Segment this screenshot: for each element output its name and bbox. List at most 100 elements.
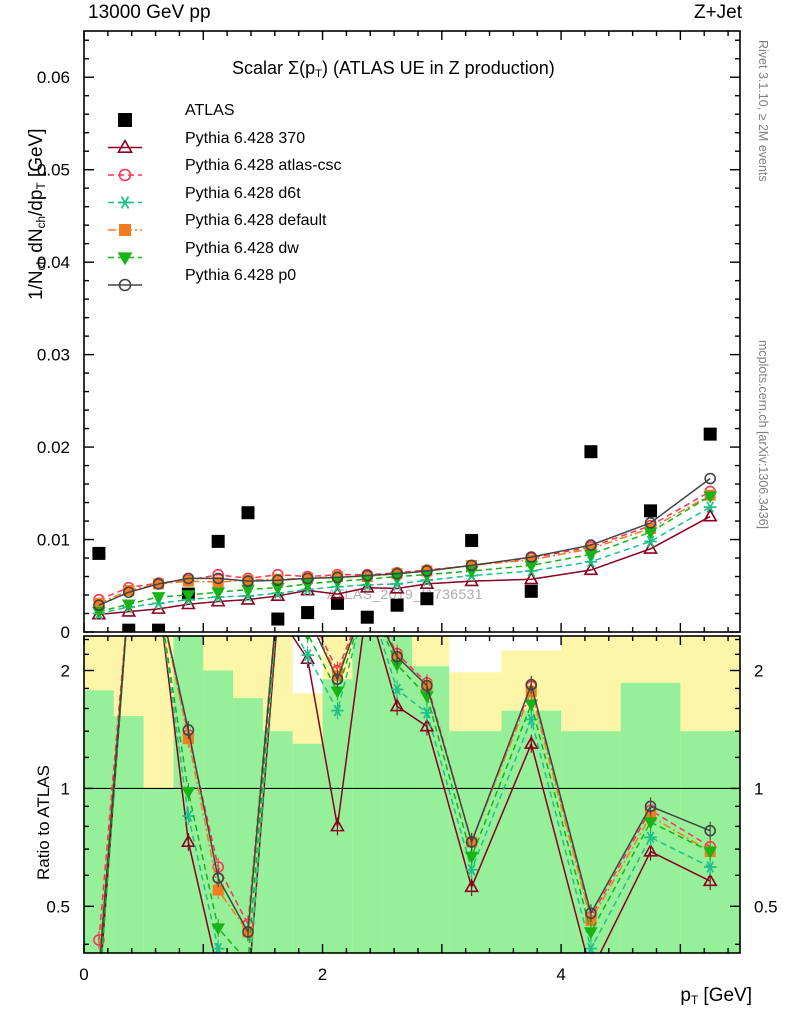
data-marker bbox=[420, 706, 434, 719]
xlabel-sub: T bbox=[690, 993, 699, 1007]
main-y-tick-label: 0.04 bbox=[37, 253, 70, 272]
ratio-series-4 bbox=[101, 636, 718, 953]
data-marker bbox=[391, 567, 403, 580]
data-marker bbox=[421, 565, 433, 577]
data-marker bbox=[93, 599, 105, 611]
ratio-y-tick-label-right: 1 bbox=[754, 779, 763, 798]
data-marker bbox=[703, 846, 718, 859]
ratio-y-tick-label-right: 0.5 bbox=[754, 897, 778, 916]
data-marker bbox=[525, 551, 538, 563]
ratio-panel-frame bbox=[83, 635, 741, 954]
data-marker bbox=[702, 508, 718, 522]
data-marker bbox=[420, 592, 434, 606]
band-green bbox=[412, 666, 450, 953]
band-yellow bbox=[113, 636, 144, 718]
data-marker bbox=[524, 584, 538, 598]
data-marker bbox=[330, 596, 344, 610]
data-marker bbox=[121, 599, 136, 612]
data-marker bbox=[301, 649, 314, 661]
data-marker bbox=[270, 582, 285, 595]
data-marker bbox=[181, 787, 196, 800]
data-marker bbox=[240, 591, 256, 605]
x-tick-label: 0 bbox=[79, 965, 88, 984]
data-marker bbox=[525, 678, 538, 691]
series-0 bbox=[92, 427, 717, 632]
data-marker bbox=[361, 569, 374, 582]
data-marker bbox=[391, 650, 403, 663]
data-marker bbox=[465, 863, 478, 876]
main-y-tick-label: 0.02 bbox=[37, 438, 70, 457]
x-axis-label: pT [GeV] bbox=[680, 985, 752, 1007]
data-marker bbox=[330, 818, 345, 832]
data-marker bbox=[703, 501, 717, 514]
legend-glyphs bbox=[108, 113, 142, 292]
main-y-tick-label: 0.01 bbox=[37, 531, 70, 550]
data-marker bbox=[644, 831, 657, 844]
data-marker bbox=[703, 427, 717, 441]
plot-title-sub: T bbox=[315, 67, 322, 80]
data-marker bbox=[212, 572, 224, 585]
data-marker bbox=[360, 610, 374, 624]
data-marker bbox=[118, 278, 132, 292]
data-marker bbox=[211, 587, 226, 600]
xlabel-part1: p bbox=[680, 985, 691, 1006]
ratio-series bbox=[93, 636, 718, 953]
plot-title-part2: ) (ATLAS UE in Z production) bbox=[321, 58, 555, 78]
legend-item-label-3: Pythia 6.428 d6t bbox=[185, 184, 301, 202]
data-marker bbox=[241, 506, 255, 520]
data-marker bbox=[585, 907, 597, 920]
band-green bbox=[84, 690, 114, 953]
main-y-tick-label: 0.06 bbox=[37, 68, 70, 87]
data-marker bbox=[212, 872, 224, 884]
data-marker bbox=[704, 824, 716, 837]
data-marker bbox=[390, 683, 404, 696]
data-marker bbox=[390, 578, 404, 590]
data-marker bbox=[92, 546, 106, 560]
legend-item-label-2: Pythia 6.428 atlas-csc bbox=[185, 157, 342, 174]
data-marker bbox=[270, 588, 286, 601]
band-green bbox=[203, 670, 234, 953]
plot-title-part1: Scalar Σ(p bbox=[232, 58, 316, 78]
ratio-series-2 bbox=[101, 636, 717, 953]
data-marker bbox=[117, 252, 133, 266]
data-marker bbox=[151, 592, 166, 605]
data-marker bbox=[702, 873, 718, 887]
data-marker bbox=[272, 574, 284, 587]
data-marker bbox=[703, 491, 718, 504]
data-marker bbox=[118, 113, 132, 127]
data-marker bbox=[643, 843, 658, 857]
x-tick-label: 4 bbox=[556, 965, 565, 984]
ratio-series-5 bbox=[99, 636, 716, 953]
data-marker bbox=[301, 606, 315, 620]
data-marker bbox=[644, 535, 657, 548]
legend-item-label-6: Pythia 6.428 p0 bbox=[185, 267, 297, 284]
data-marker bbox=[271, 612, 285, 626]
ratio-y-tick-label-right: 2 bbox=[754, 662, 763, 681]
legend-item-label-4: Pythia 6.428 default bbox=[185, 212, 327, 229]
data-marker bbox=[584, 927, 598, 940]
main-y-tick-label: 0.05 bbox=[37, 161, 70, 180]
data-marker bbox=[331, 673, 344, 686]
data-marker bbox=[182, 572, 195, 585]
data-marker bbox=[211, 942, 225, 953]
data-marker bbox=[584, 555, 598, 568]
data-marker bbox=[703, 861, 717, 873]
main-series bbox=[91, 427, 718, 632]
header-left: 13000 GeV pp bbox=[88, 2, 211, 23]
data-marker bbox=[118, 168, 132, 182]
legend-item-label-1: Pythia 6.428 370 bbox=[185, 129, 306, 147]
legend-item-label-0: ATLAS bbox=[185, 102, 235, 119]
data-marker bbox=[301, 572, 314, 585]
data-marker bbox=[523, 571, 539, 585]
ratio-y-tick-label: 2 bbox=[61, 662, 70, 681]
data-marker bbox=[583, 562, 599, 576]
data-marker bbox=[117, 139, 133, 153]
data-marker bbox=[643, 540, 658, 554]
data-marker bbox=[212, 576, 224, 588]
data-marker bbox=[118, 196, 132, 209]
data-marker bbox=[182, 810, 195, 822]
data-marker bbox=[643, 817, 658, 830]
data-marker bbox=[644, 504, 658, 518]
data-marker bbox=[465, 836, 478, 848]
main-panel-frame bbox=[83, 30, 741, 633]
